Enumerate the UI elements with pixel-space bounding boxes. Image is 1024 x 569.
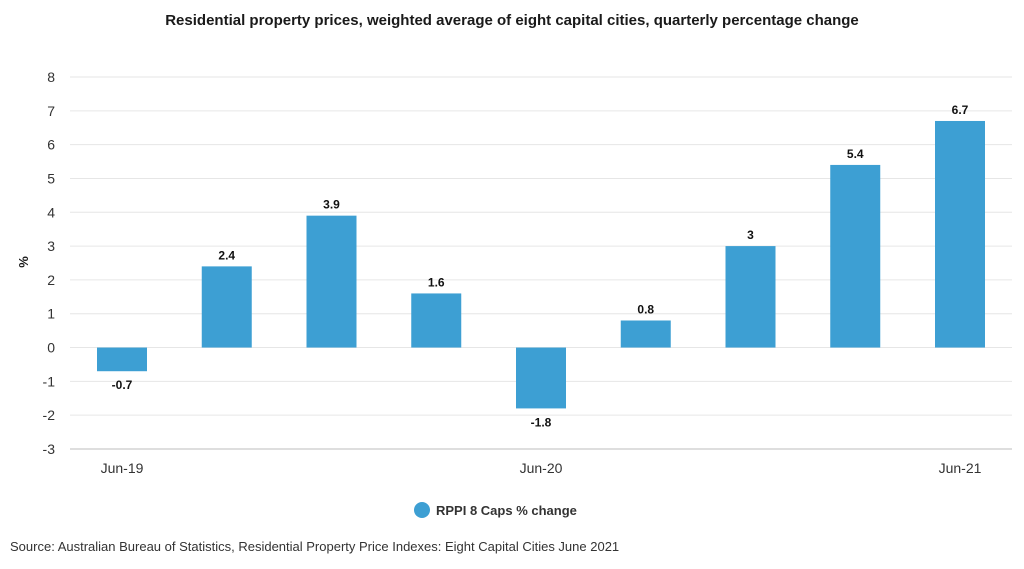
bar: [306, 215, 357, 348]
y-tick-label: 4: [47, 204, 55, 220]
bar: [725, 246, 776, 348]
y-axis-label: %: [16, 256, 31, 268]
y-tick-label: -2: [43, 407, 56, 423]
data-label: 6.7: [952, 103, 969, 117]
y-tick-label: 3: [47, 238, 55, 254]
y-tick-label: 7: [47, 103, 55, 119]
bar: [620, 320, 671, 348]
x-tick-label: Jun-20: [520, 460, 563, 476]
data-label: 0.8: [637, 302, 654, 316]
data-label: 1.6: [428, 275, 445, 289]
x-tick-label: Jun-21: [939, 460, 982, 476]
y-tick-label: -1: [43, 373, 56, 389]
y-tick-label: 6: [47, 137, 55, 153]
y-tick-label: -3: [43, 441, 56, 457]
bar: [830, 164, 881, 348]
y-tick-label: 5: [47, 170, 55, 186]
data-label: 5.4: [847, 147, 864, 161]
bar: [97, 347, 147, 372]
bar: [516, 347, 566, 409]
y-axis-ticks: -3 -2 -1 0 1 2 3 4 5 6 7 8: [43, 69, 56, 457]
data-label: -1.8: [531, 415, 552, 429]
bar: [935, 120, 985, 348]
y-tick-label: 1: [47, 306, 55, 322]
source-note: Source: Australian Bureau of Statistics,…: [10, 539, 619, 554]
data-label: 3.9: [323, 198, 340, 212]
legend-label: RPPI 8 Caps % change: [436, 503, 577, 518]
x-tick-label: Jun-19: [101, 460, 144, 476]
legend-marker: [414, 502, 430, 518]
bars: [97, 120, 985, 409]
y-tick-label: 2: [47, 272, 55, 288]
bar: [411, 293, 462, 348]
data-labels: -0.7 2.4 3.9 1.6 -1.8 0.8 3 5.4 6.7: [112, 103, 969, 429]
y-tick-label: 0: [47, 340, 55, 356]
y-tick-label: 8: [47, 69, 55, 85]
x-axis-ticks: Jun-19 Jun-20 Jun-21: [101, 460, 982, 476]
legend: RPPI 8 Caps % change: [414, 502, 577, 518]
data-label: -0.7: [112, 378, 133, 392]
chart-title: Residential property prices, weighted av…: [165, 12, 859, 29]
data-label: 3: [747, 228, 754, 242]
data-label: 2.4: [218, 248, 235, 262]
bar: [201, 266, 252, 348]
